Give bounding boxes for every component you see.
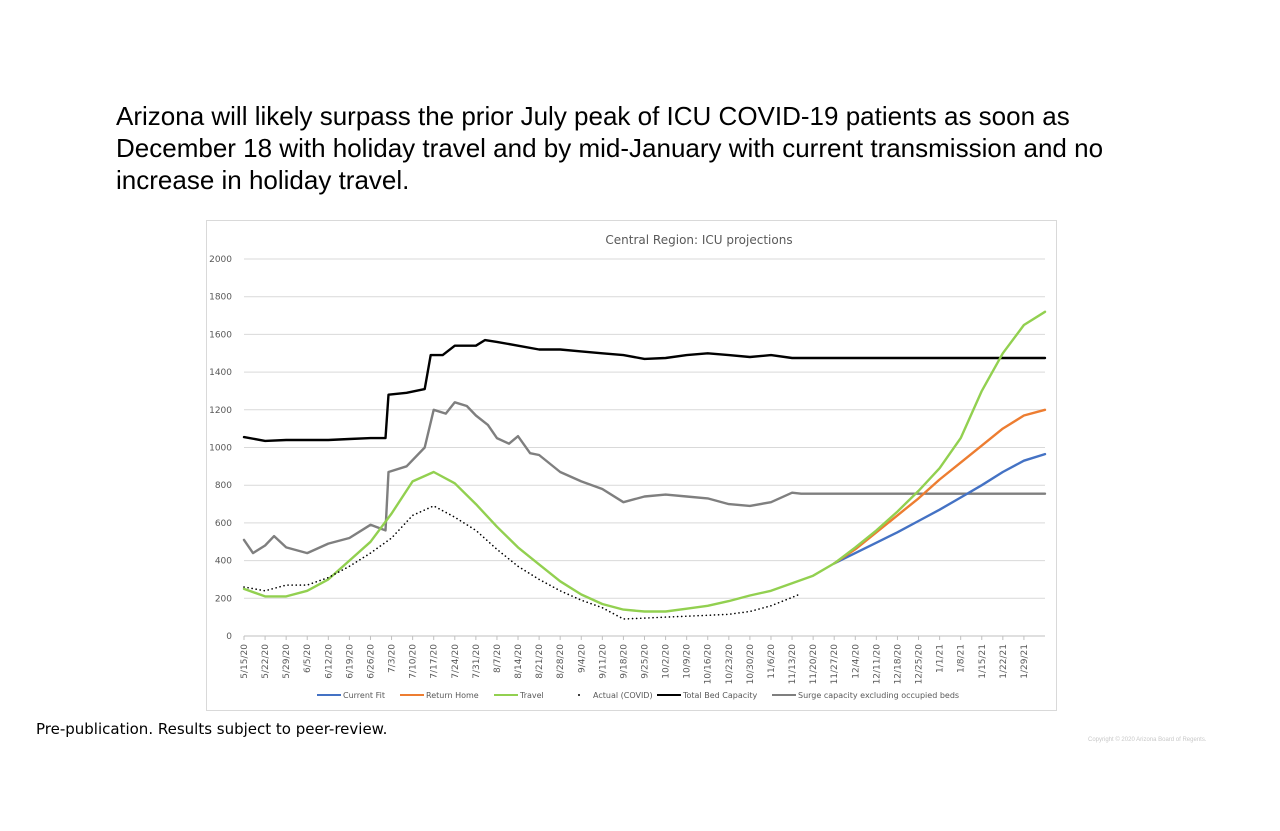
legend-label-current-fit: Current Fit	[343, 691, 385, 700]
x-tick-label: 11/6/20	[767, 644, 777, 679]
x-tick-label: 7/31/20	[472, 644, 482, 679]
x-tick-label: 8/7/20	[493, 644, 503, 673]
x-tick-label: 1/1/21	[936, 644, 946, 673]
x-tick-label: 1/22/21	[999, 644, 1009, 679]
y-tick-label: 400	[215, 557, 232, 567]
x-tick-label: 8/28/20	[556, 644, 566, 679]
legend-label-total-bed-capacity: Total Bed Capacity	[682, 691, 757, 700]
x-tick-label: 6/5/20	[303, 644, 313, 673]
headline: Arizona will likely surpass the prior Ju…	[116, 101, 1104, 195]
x-tick-label: 9/18/20	[619, 644, 629, 679]
x-tick-label: 5/22/20	[261, 644, 271, 679]
y-tick-label: 0	[226, 632, 232, 642]
x-tick-label: 10/30/20	[746, 644, 756, 685]
chart-frame: Central Region: ICU projections 0 200 400 6…	[206, 220, 1057, 711]
legend-label-return-home: Return Home	[426, 691, 479, 700]
x-tick-label: 10/9/20	[683, 644, 693, 679]
x-tick-label: 10/16/20	[704, 644, 714, 685]
legend-label-travel: Travel	[519, 691, 544, 700]
x-tick-label: 7/17/20	[430, 644, 440, 679]
copyright-notice: Copyright © 2020 Arizona Board of Regent…	[1088, 737, 1207, 743]
x-tick-label: 9/11/20	[598, 644, 608, 679]
y-tick-label: 2000	[209, 255, 232, 265]
series-return-home	[833, 408, 1047, 565]
x-tick-label: 9/4/20	[577, 644, 587, 673]
series-travel	[242, 310, 1047, 613]
y-tick-label: 1000	[209, 444, 232, 454]
x-tick-label: 12/4/20	[851, 644, 861, 679]
x-tick-label: 6/19/20	[345, 644, 355, 679]
series-total-bed-capacity	[242, 338, 1047, 443]
y-tick-label: 1200	[209, 406, 232, 416]
chart-title: Central Region: ICU projections	[605, 233, 792, 247]
x-tick-label: 12/18/20	[893, 644, 903, 685]
x-tick-label: 10/23/20	[725, 644, 735, 685]
series-surge-capacity-excluding-occupied-beds	[242, 401, 1047, 555]
x-tick-label: 1/8/21	[957, 644, 967, 673]
y-tick-label: 200	[215, 594, 232, 604]
y-tick-label: 600	[215, 519, 232, 529]
legend-label-actual-covid: Actual (COVID)	[593, 691, 653, 700]
x-tick-label: 6/26/20	[366, 644, 376, 679]
series-current-fit	[833, 452, 1047, 565]
x-tick-label: 12/25/20	[915, 644, 925, 685]
x-tick-label: 11/27/20	[830, 644, 840, 685]
x-tick-label: 12/11/20	[872, 644, 882, 685]
x-tick-label: 7/10/20	[409, 644, 419, 679]
x-tick-label: 8/14/20	[514, 644, 524, 679]
x-tick-label: 1/29/21	[1020, 644, 1030, 679]
y-tick-label: 1600	[209, 330, 232, 340]
x-tick-label: 5/15/20	[240, 644, 250, 679]
footnote: Pre-publication. Results subject to peer…	[36, 720, 388, 738]
series-actual-covid	[243, 505, 802, 620]
x-tick-label: 7/3/20	[388, 644, 398, 673]
x-tick-label: 11/20/20	[809, 644, 819, 685]
y-tick-label: 1400	[209, 368, 232, 378]
legend-label-surge-capacity-excluding-occupied-beds: Surge capacity excluding occupied beds	[798, 691, 959, 700]
icu-projection-chart: Central Region: ICU projections 0 200 400 6…	[209, 233, 1047, 700]
x-tick-label: 6/12/20	[324, 644, 334, 679]
y-tick-label: 1800	[209, 293, 232, 303]
legend-marker-actual-covid	[578, 694, 580, 696]
x-tick-label: 1/15/21	[978, 644, 988, 679]
x-tick-label: 7/24/20	[451, 644, 461, 679]
y-tick-label: 800	[215, 481, 232, 491]
x-tick-label: 11/13/20	[788, 644, 798, 685]
x-tick-label: 8/21/20	[535, 644, 545, 679]
x-tick-label: 10/2/20	[662, 644, 672, 679]
x-tick-label: 9/25/20	[641, 644, 651, 679]
x-tick-label: 5/29/20	[282, 644, 292, 679]
